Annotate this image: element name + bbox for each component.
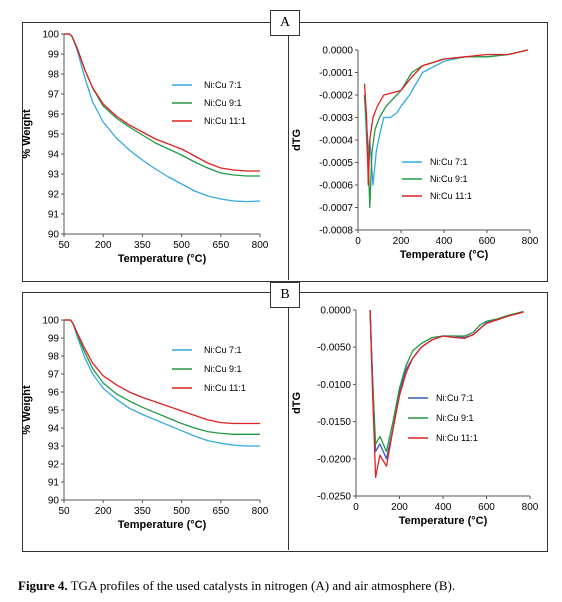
- y-tick-label: -0.0004: [319, 136, 353, 147]
- x-tick-label: 650: [212, 240, 229, 251]
- y-tick-label: -0.0006: [319, 181, 353, 192]
- legend-label: Ni:Cu 7:1: [204, 80, 242, 90]
- series-line-2: [369, 309, 524, 453]
- y-tick-label: -0.0003: [319, 113, 353, 124]
- x-tick-label: 350: [134, 506, 151, 517]
- legend-label: Ni:Cu 7:1: [430, 157, 468, 167]
- y-tick-label: 92: [48, 460, 60, 471]
- legend-label: Ni:Cu 11:1: [430, 191, 472, 201]
- y-tick-label: 94: [48, 424, 60, 435]
- tga-chart-nitrogen: 90 91 92 93 94 95 96 97 98 99 100 50 200 350 500 650 800…: [22, 30, 269, 266]
- series-line-2: [363, 49, 528, 209]
- dtg-chart-nitrogen: -0.0008 -0.0007 -0.0006 -0.0005 -0.0004 -0.00…: [291, 46, 539, 262]
- legend-label: Ni:Cu 7:1: [436, 393, 474, 403]
- legend-label: Ni:Cu 9:1: [436, 413, 474, 423]
- series-line-1: [64, 33, 261, 203]
- x-tick-label: 650: [212, 506, 229, 517]
- x-tick-label: 400: [435, 502, 452, 513]
- y-tick-label: 99: [48, 50, 60, 61]
- x-axis-title: Temperature (°C): [118, 253, 207, 265]
- y-tick-label: -0.0008: [319, 226, 353, 237]
- dtg-chart-air: -0.0250 -0.0200 -0.0150 -0.0100 -0.0050 0.000…: [291, 306, 539, 528]
- series-line-3: [363, 49, 528, 186]
- panel-b-label: B: [270, 282, 300, 308]
- panel-divider-a: [288, 22, 289, 280]
- y-tick-label: 90: [48, 496, 60, 507]
- y-tick-label: 90: [48, 230, 60, 241]
- legend-label: Ni:Cu 11:1: [204, 116, 246, 126]
- y-tick-label: 91: [48, 210, 60, 221]
- legend-label: Ni:Cu 11:1: [204, 383, 246, 393]
- y-tick-label: -0.0100: [317, 380, 351, 391]
- y-tick-label: -0.0050: [317, 343, 351, 354]
- legend-label: Ni:Cu 7:1: [204, 345, 242, 355]
- legend-label: Ni:Cu 9:1: [430, 174, 468, 184]
- y-tick-label: 98: [48, 70, 60, 81]
- y-axis-title: dTG: [291, 129, 303, 151]
- x-axis-title: Temperature (°C): [400, 249, 489, 261]
- y-tick-label: 96: [48, 388, 60, 399]
- y-tick-label: -0.0250: [317, 492, 351, 503]
- y-tick-label: 97: [48, 90, 60, 101]
- y-tick-label: 96: [48, 110, 60, 121]
- legend-label: Ni:Cu 9:1: [204, 364, 242, 374]
- y-tick-label: 0.0000: [322, 46, 353, 57]
- y-axis-title: % Weight: [22, 385, 33, 435]
- x-tick-label: 600: [478, 502, 495, 513]
- x-tick-label: 200: [95, 506, 112, 517]
- y-tick-label: -0.0002: [319, 91, 353, 102]
- caption-text: TGA profiles of the used catalysts in ni…: [67, 578, 456, 593]
- y-tick-label: 94: [48, 150, 60, 161]
- y-tick-label: 100: [42, 316, 59, 327]
- x-tick-label: 0: [353, 502, 359, 513]
- y-tick-label: -0.0001: [319, 68, 353, 79]
- x-tick-label: 800: [252, 506, 269, 517]
- series-line-2: [64, 319, 260, 435]
- y-tick-label: -0.0200: [317, 454, 351, 465]
- x-tick-label: 800: [522, 502, 539, 513]
- series-line-3: [64, 319, 260, 425]
- x-tick-label: 800: [252, 240, 269, 251]
- legend-label: Ni:Cu 11:1: [436, 433, 478, 443]
- series-line-3: [64, 33, 260, 172]
- x-tick-label: 600: [479, 236, 496, 247]
- y-tick-label: 93: [48, 442, 60, 453]
- y-tick-label: 95: [48, 406, 60, 417]
- y-tick-label: 95: [48, 130, 60, 141]
- x-tick-label: 0: [355, 236, 361, 247]
- panel-divider-b: [288, 292, 289, 550]
- x-tick-label: 800: [522, 236, 539, 247]
- x-tick-label: 50: [58, 240, 70, 251]
- figure-caption: Figure 4. TGA profiles of the used catal…: [18, 578, 455, 594]
- y-tick-label: 98: [48, 352, 60, 363]
- y-axis-title: % Weight: [22, 109, 33, 159]
- y-tick-label: 0.0000: [320, 306, 351, 317]
- y-tick-label: 92: [48, 190, 60, 201]
- x-axis-title: Temperature (°C): [118, 519, 207, 531]
- caption-prefix: Figure 4.: [18, 578, 68, 593]
- y-tick-label: 97: [48, 370, 60, 381]
- x-tick-label: 50: [58, 506, 70, 517]
- x-tick-label: 200: [95, 240, 112, 251]
- series-line-1: [64, 319, 260, 447]
- tga-chart-air: 90 91 92 93 94 95 96 97 98 99 100 50 200 350 500 650 800…: [22, 316, 269, 532]
- y-tick-label: 91: [48, 478, 60, 489]
- x-tick-label: 200: [393, 236, 410, 247]
- x-tick-label: 400: [436, 236, 453, 247]
- y-tick-label: -0.0150: [317, 417, 351, 428]
- y-tick-label: 99: [48, 334, 60, 345]
- x-tick-label: 200: [391, 502, 408, 513]
- panel-a-label: A: [270, 10, 300, 36]
- x-axis-title: Temperature (°C): [399, 515, 488, 527]
- y-tick-label: 100: [42, 30, 59, 41]
- y-tick-label: -0.0007: [319, 203, 353, 214]
- x-tick-label: 500: [173, 240, 190, 251]
- legend-label: Ni:Cu 9:1: [204, 98, 242, 108]
- y-axis-title: dTG: [291, 392, 303, 414]
- x-tick-label: 350: [134, 240, 151, 251]
- y-tick-label: -0.0005: [319, 158, 353, 169]
- x-tick-label: 500: [173, 506, 190, 517]
- y-tick-label: 93: [48, 170, 60, 181]
- series-line-3: [369, 309, 524, 479]
